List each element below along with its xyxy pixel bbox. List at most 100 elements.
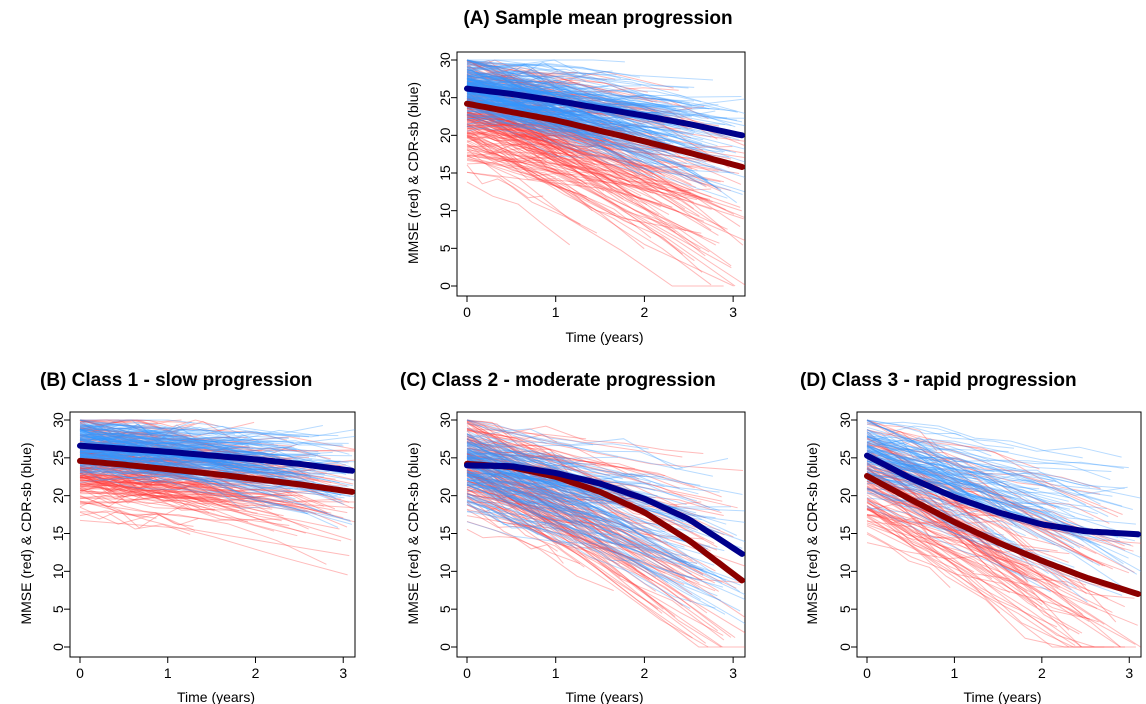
cdr-individual-line: [466, 122, 585, 158]
mmse-individual-line: [466, 108, 544, 145]
cdr-individual-line: [79, 445, 292, 478]
mmse-individual-line: [866, 522, 1138, 626]
cdr-individual-line: [466, 81, 600, 127]
mmse-individual-line: [79, 451, 240, 483]
cdr-individual-line: [466, 101, 662, 170]
mmse-mean-curve: [864, 473, 1141, 597]
cdr-individual-line: [466, 482, 607, 524]
mmse-individual-line: [79, 445, 231, 462]
cdr-individual-line: [866, 420, 1124, 565]
mmse-individual-line: [866, 508, 1098, 609]
mmse-individual-line: [79, 450, 155, 461]
mmse-individual-line: [866, 488, 1070, 555]
mmse-individual-line: [466, 471, 692, 603]
mmse-individual-line: [79, 476, 239, 495]
mmse-individual-line: [466, 136, 703, 273]
cdr-individual-line: [466, 96, 694, 135]
mmse-individual-line: [79, 466, 289, 498]
cdr-individual-line: [466, 486, 647, 540]
mmse-individual-line: [466, 117, 745, 286]
cdr-individual-line: [466, 82, 691, 116]
mmse-individual-line: [466, 123, 740, 174]
mmse-individual-line: [466, 104, 745, 142]
cdr-individual-line: [466, 499, 542, 530]
cdr-individual-line: [79, 429, 238, 453]
cdr-individual-line: [466, 503, 716, 609]
cdr-individual-line: [466, 104, 735, 174]
cdr-individual-line: [466, 101, 656, 161]
cdr-individual-line: [466, 86, 722, 191]
cdr-individual-line: [466, 472, 551, 514]
mmse-individual-line: [466, 107, 570, 157]
mmse-individual-line: [79, 501, 275, 532]
mmse-individual-line: [466, 73, 694, 210]
mmse-individual-line: [466, 465, 706, 519]
cdr-individual-line: [79, 430, 261, 450]
cdr-individual-line: [466, 59, 742, 98]
cdr-individual-line: [866, 447, 1076, 518]
y-tick-label: 25: [50, 450, 66, 466]
mmse-individual-line: [866, 498, 1125, 648]
mmse-individual-line: [466, 116, 600, 157]
cdr-individual-line: [466, 92, 718, 189]
cdr-individual-line: [466, 457, 741, 612]
mmse-individual-line: [466, 104, 630, 186]
mmse-individual-line: [866, 480, 1134, 552]
cdr-individual-line: [79, 475, 309, 515]
cdr-individual-line: [466, 76, 745, 119]
cdr-individual-line: [79, 439, 285, 478]
cdr-individual-line: [79, 429, 239, 453]
mmse-individual-line: [466, 472, 559, 513]
panel-title: (C) Class 2 - moderate progression: [400, 370, 716, 391]
mmse-individual-line: [466, 462, 737, 589]
cdr-individual-line: [79, 458, 345, 499]
mmse-individual-line: [79, 502, 194, 527]
mmse-individual-line: [866, 419, 938, 452]
mmse-individual-line: [466, 135, 597, 152]
cdr-individual-line: [466, 452, 581, 471]
cdr-individual-line: [866, 439, 1141, 499]
cdr-individual-line: [466, 84, 684, 151]
mmse-individual-line: [466, 114, 745, 169]
mmse-individual-line: [866, 488, 1126, 608]
mmse-individual-line: [79, 475, 355, 523]
mmse-individual-line: [466, 445, 700, 584]
mmse-individual-line: [466, 483, 706, 644]
mmse-individual-line: [466, 113, 706, 257]
mmse-individual-line: [466, 118, 693, 170]
cdr-individual-line: [466, 433, 683, 469]
mmse-individual-line: [79, 419, 234, 440]
cdr-individual-line: [466, 493, 562, 536]
cdr-individual-line: [79, 426, 339, 437]
mmse-individual-line: [79, 419, 182, 423]
mmse-individual-line: [79, 519, 350, 557]
cdr-individual-line: [466, 473, 708, 574]
cdr-individual-line: [79, 435, 199, 446]
cdr-individual-line: [466, 63, 714, 81]
mmse-individual-line: [466, 59, 664, 190]
cdr-individual-line: [79, 435, 350, 455]
cdr-individual-line: [466, 63, 677, 110]
mmse-individual-line: [466, 428, 572, 460]
plot-area: [464, 59, 745, 287]
mmse-individual-line: [466, 96, 719, 190]
mmse-individual-line: [466, 433, 719, 592]
mmse-individual-line: [466, 490, 545, 528]
cdr-individual-line: [79, 428, 351, 468]
cdr-individual-line: [866, 455, 964, 492]
mmse-individual-line: [866, 525, 1070, 648]
mmse-individual-line: [466, 114, 660, 216]
y-tick-label: 20: [837, 488, 853, 504]
mmse-individual-line: [466, 419, 587, 440]
y-tick-label: 30: [437, 52, 453, 68]
mmse-individual-line: [79, 453, 336, 480]
mmse-individual-line: [79, 470, 246, 511]
cdr-individual-line: [466, 482, 669, 540]
mmse-individual-line: [466, 136, 652, 239]
x-tick-label: 3: [1125, 665, 1133, 681]
mmse-individual-line: [866, 507, 1001, 614]
cdr-individual-line: [466, 101, 716, 168]
mmse-individual-line: [466, 493, 624, 549]
mmse-individual-line: [466, 105, 638, 180]
mmse-individual-line: [866, 474, 1080, 534]
